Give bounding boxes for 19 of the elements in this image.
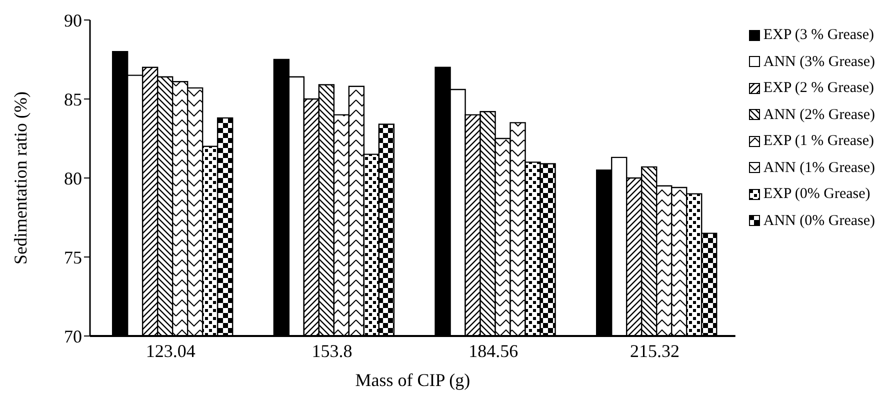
legend-label: EXP (3 % Grease) (763, 26, 874, 45)
x-tick-label: 123.04 (146, 340, 196, 361)
legend-label: ANN (1% Grease) (763, 158, 875, 178)
legend-label: ANN (2% Grease) (763, 106, 875, 124)
x-tick-label: 153.8 (312, 340, 352, 361)
legend-label: EXP (0% Grease) (763, 185, 870, 204)
legend-label: EXP (1 % Grease) (763, 132, 874, 151)
x-tick-label: 184.56 (468, 340, 518, 361)
y-tick-label: 75 (64, 247, 82, 268)
legend-label: ANN (3% Grease) (763, 52, 875, 72)
legend-label: EXP (2 % Grease) (763, 79, 874, 98)
legend-label: ANN (0% Grease) (763, 212, 875, 230)
y-tick-label: 80 (64, 168, 82, 188)
y-axis-title: Sedimentation ratio (%) (10, 92, 30, 264)
x-tick-label: 215.32 (630, 340, 680, 361)
x-axis-title: Mass of CIP (g) (355, 370, 470, 390)
y-tick-label: 70 (64, 326, 82, 346)
y-tick-label: 85 (64, 89, 82, 110)
y-tick-label: 90 (64, 10, 82, 30)
